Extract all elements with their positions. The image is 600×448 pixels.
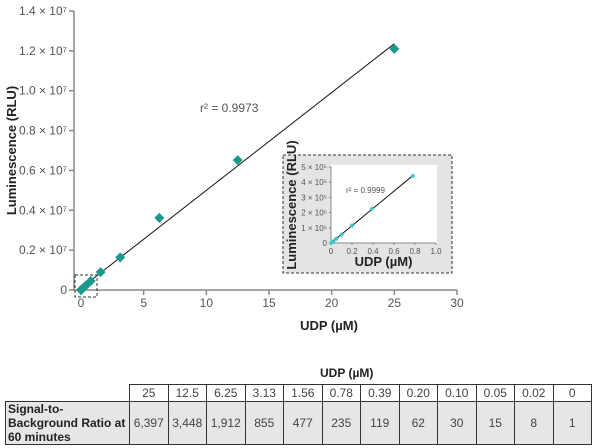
data-point — [115, 252, 126, 263]
x-tick-label: 1.0 — [430, 247, 442, 256]
data-point — [328, 240, 334, 246]
data-point — [349, 223, 355, 229]
r-squared-annotation: r² = 0.9973 — [200, 101, 259, 115]
data-point — [410, 173, 416, 179]
column-header: 0.20 — [398, 384, 438, 402]
ratio-cell: 855 — [244, 401, 284, 445]
ratio-cell: 119 — [360, 401, 400, 445]
y-tick-label: 3 × 10⁵ — [301, 193, 327, 202]
table-title: UDP (µM) — [320, 366, 374, 380]
y-tick-label: 1 × 10⁵ — [301, 224, 327, 233]
data-point — [369, 206, 375, 212]
y-tick-label: 4 × 10⁵ — [301, 178, 327, 187]
ratio-cell: 6,397 — [129, 401, 169, 445]
x-axis-label: UDP (µM) — [355, 254, 413, 269]
y-tick-label: 0 — [323, 239, 328, 248]
table-row: Signal-to-Background Ratio at 60 minutes… — [5, 401, 592, 445]
y-tick-label: 0 — [60, 283, 67, 297]
x-tick-label: 30 — [450, 296, 464, 310]
data-point — [76, 285, 86, 295]
x-tick-label: 0 — [329, 247, 334, 256]
ratio-cell: 15 — [475, 401, 515, 445]
signal-to-background-table: 25 12.5 6.25 3.13 1.56 0.78 0.39 0.20 0.10 0.05 0.… — [5, 384, 592, 445]
ratio-cell: 1,912 — [206, 401, 246, 445]
x-tick-label: 0 — [78, 296, 85, 310]
zoom-region-box — [74, 274, 98, 298]
y-tick-label: 5 × 10⁵ — [301, 163, 327, 172]
ratio-cell: 1 — [552, 401, 592, 445]
column-header: 0.02 — [514, 384, 554, 402]
ratio-cell: 62 — [398, 401, 438, 445]
y-tick-label: 0.4 × 10⁷ — [19, 203, 67, 217]
column-header: 6.25 — [206, 384, 246, 402]
data-point — [232, 155, 243, 166]
y-tick-label: 0.2 × 10⁷ — [19, 243, 67, 257]
x-tick-label: 25 — [388, 296, 402, 310]
y-tick-label: 2 × 10⁵ — [301, 209, 327, 218]
y-axis-label: Luminescence (RLU) — [284, 140, 299, 269]
data-point — [339, 232, 344, 238]
ratio-cell: 477 — [283, 401, 323, 445]
column-header: 25 — [129, 384, 169, 402]
column-header: 0 — [552, 384, 592, 402]
column-header: 0.39 — [360, 384, 400, 402]
y-tick-label: 0.8 × 10⁷ — [19, 124, 67, 138]
data-point — [154, 212, 165, 223]
column-header: 12.5 — [167, 384, 207, 402]
data-point — [333, 236, 339, 242]
chart: 0 5 10 15 20 25 30 0 0.2 × 10⁷ 0.4 × 10⁷ 0.6 × 10⁷… — [4, 4, 464, 333]
r-squared-annotation: r² = 0.9999 — [346, 186, 385, 195]
inset-plot-area — [331, 165, 437, 243]
x-tick-label: 10 — [200, 296, 214, 310]
x-tick-label: 0.6 — [388, 247, 400, 256]
ratio-cell: 30 — [437, 401, 477, 445]
x-tick-label: 20 — [325, 296, 339, 310]
y-tick-label: 1.0 × 10⁷ — [19, 84, 67, 98]
x-axis-label: UDP (µM) — [300, 318, 358, 333]
column-header: 1.56 — [283, 384, 323, 402]
y-tick-label: 1.4 × 10⁷ — [19, 4, 67, 18]
column-header: 0.10 — [437, 384, 477, 402]
column-header: 0.05 — [475, 384, 515, 402]
table-header-row: 25 12.5 6.25 3.13 1.56 0.78 0.39 0.20 0.10 0.05 0.… — [6, 384, 592, 402]
data-point — [389, 43, 400, 54]
y-tick-label: 1.2 × 10⁷ — [19, 44, 67, 58]
column-header: 0.78 — [321, 384, 361, 402]
y-tick-label: 0.6 × 10⁷ — [19, 163, 67, 177]
x-tick-label: 0.2 — [346, 247, 358, 256]
ratio-cell: 8 — [514, 401, 554, 445]
fit-line — [80, 43, 395, 289]
column-header: 3.13 — [244, 384, 284, 402]
data-point — [95, 267, 106, 278]
ratio-cell: 3,448 — [167, 401, 207, 445]
table-corner — [6, 385, 130, 402]
x-tick-label: 0.8 — [409, 247, 421, 256]
row-label: Signal-to-Background Ratio at 60 minutes — [5, 401, 130, 445]
x-tick-label: 15 — [262, 296, 276, 310]
ratio-cell: 235 — [321, 401, 361, 445]
y-axis-label: Luminescence (RLU) — [4, 86, 19, 215]
x-tick-label: 0.4 — [367, 247, 379, 256]
x-tick-label: 5 — [140, 296, 147, 310]
